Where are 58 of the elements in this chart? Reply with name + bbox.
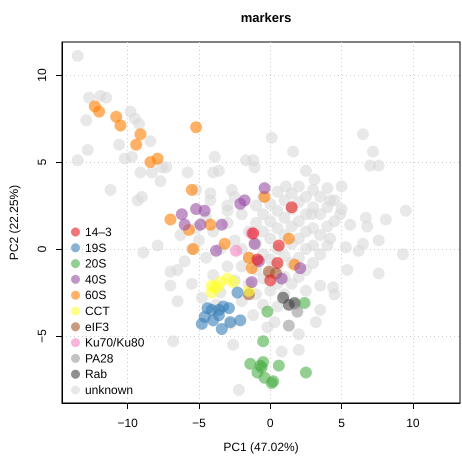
point (276, 272, 288, 285)
chart-title: markers (240, 10, 292, 25)
point (238, 194, 251, 206)
point (212, 309, 225, 322)
point (234, 314, 246, 326)
y-tick-label: 0 (35, 245, 49, 252)
point (282, 232, 295, 245)
x-tick-label: −10 (117, 416, 138, 430)
legend-label: Rab (85, 367, 108, 382)
point (272, 240, 285, 252)
point (176, 208, 188, 220)
legend-label: unknown (85, 383, 134, 397)
legend-label: PA28 (85, 351, 114, 366)
legend-label: eIF3 (85, 320, 110, 334)
legend-label: 20S (85, 256, 106, 271)
point (261, 306, 274, 318)
x-tick-label: 0 (266, 416, 274, 430)
x-tick-label: −5 (192, 416, 206, 430)
legend-label: 60S (85, 288, 106, 302)
y-axis-title: PC2 (22.25%) (7, 184, 21, 260)
point (134, 128, 146, 140)
x-tick-label: 10 (406, 416, 420, 430)
point (178, 218, 191, 231)
point (218, 238, 231, 250)
point (114, 120, 126, 132)
legend-label: 40S (85, 272, 106, 286)
point (152, 152, 164, 165)
legend-label: Ku70/Ku80 (85, 336, 145, 350)
point (231, 286, 244, 299)
point (222, 302, 235, 314)
point (198, 204, 211, 217)
point (246, 262, 258, 274)
point (282, 320, 295, 332)
point (258, 182, 271, 194)
x-axis-title: PC1 (47.02%) (223, 440, 299, 454)
point (194, 218, 206, 231)
point (130, 138, 142, 151)
legend-label: 14–3 (85, 225, 112, 239)
point (291, 306, 304, 318)
point (272, 360, 285, 372)
point (196, 318, 208, 330)
point (216, 323, 228, 336)
point (186, 184, 198, 196)
y-tick-label: 10 (35, 68, 49, 82)
point (300, 366, 312, 379)
point (93, 106, 106, 118)
y-tick-label: −5 (35, 328, 49, 343)
x-tick-label: 5 (338, 416, 346, 430)
legend-label: CCT (85, 304, 110, 318)
point (164, 213, 176, 226)
point (190, 121, 202, 134)
point (210, 244, 222, 257)
y-tick-label: 5 (35, 158, 49, 166)
point (298, 296, 311, 309)
point (257, 335, 270, 348)
point (244, 358, 256, 370)
legend-label: 19S (85, 240, 106, 255)
point (246, 276, 258, 288)
